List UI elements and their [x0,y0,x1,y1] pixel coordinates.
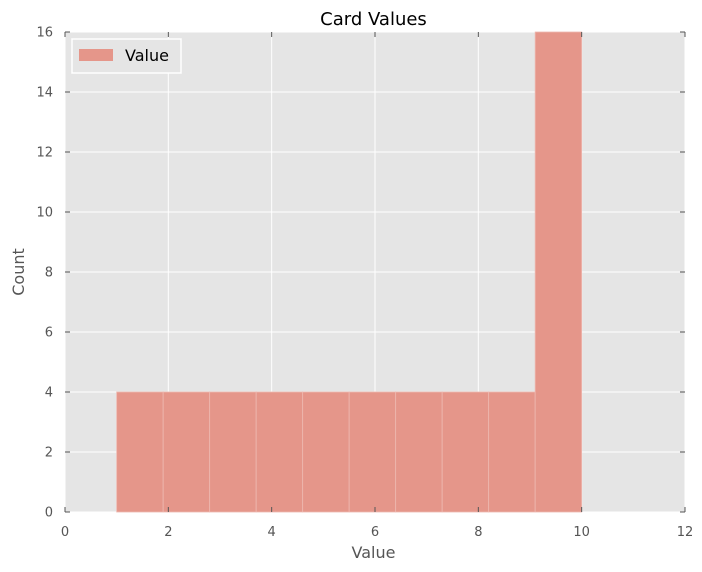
y-tick-label: 10 [36,206,53,221]
x-tick-label: 12 [677,525,694,540]
histogram-bar [162,391,211,513]
legend: Value [71,38,182,74]
y-tick-label: 12 [36,146,53,161]
axis-tick-labels: 0 2 4 6 8 10 12 0 2 4 6 8 10 12 14 16 [36,26,693,541]
histogram-bar [395,391,443,513]
x-tick-label: 0 [61,525,69,540]
chart-title: Card Values [320,9,427,30]
y-tick-label: 2 [45,446,53,461]
x-tick-label: 8 [474,525,482,540]
histogram-bar [534,31,583,513]
histogram-bar [116,391,164,513]
y-tick-label: 6 [45,326,53,341]
histogram-bar [488,391,536,513]
y-axis-label: Count [9,248,28,296]
x-axis-label: Value [352,543,396,562]
histogram-bar [209,391,257,513]
y-tick-label: 0 [45,506,53,521]
x-tick-label: 2 [164,525,172,540]
histogram-bar [255,391,304,513]
y-tick-label: 14 [36,86,53,101]
histogram-bar [348,391,397,513]
histogram-bar [441,391,490,513]
x-tick-label: 4 [268,525,276,540]
x-tick-label: 10 [573,525,590,540]
histogram-bars [116,31,583,513]
x-tick-label: 6 [371,525,379,540]
legend-label-value: Value [125,46,169,65]
histogram-bar [302,391,350,513]
legend-swatch-value [79,49,113,61]
y-tick-label: 4 [45,386,53,401]
y-tick-label: 16 [36,26,53,41]
axis-ticks [64,31,686,513]
y-tick-label: 8 [45,266,53,281]
